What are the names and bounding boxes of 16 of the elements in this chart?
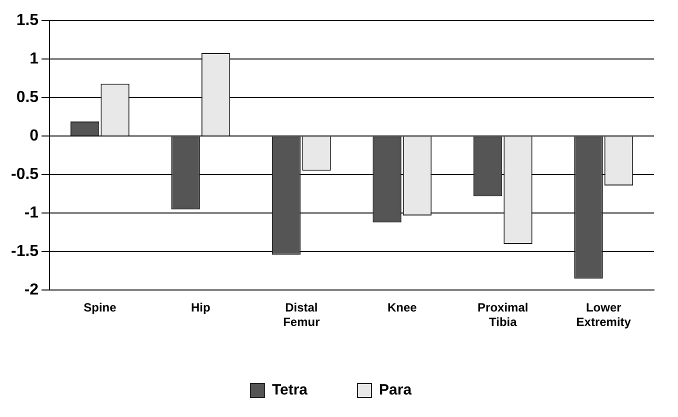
x-tick-label: Distal Femur	[283, 300, 320, 330]
y-tick-label: 0	[30, 128, 39, 145]
y-tick-label: -1	[24, 204, 39, 222]
y-tick-label: 1.5	[16, 12, 39, 30]
y-tick-label: 1	[30, 50, 39, 68]
x-tick-label: Proximal Tibia	[478, 300, 528, 330]
x-tick-label: Spine	[84, 300, 117, 315]
legend-label: Para	[379, 382, 412, 399]
y-tick-label: -0.5	[10, 166, 39, 184]
y-tick-label: -2	[24, 282, 39, 299]
y-tick-label: -1.5	[10, 243, 39, 260]
x-tick-label: Hip	[191, 300, 210, 315]
y-tick-label: 0.5	[16, 89, 39, 106]
x-tick-label: Lower Extremity	[576, 300, 632, 330]
x-tick-label: Knee	[387, 300, 418, 315]
legend-label: Tetra	[272, 382, 308, 399]
